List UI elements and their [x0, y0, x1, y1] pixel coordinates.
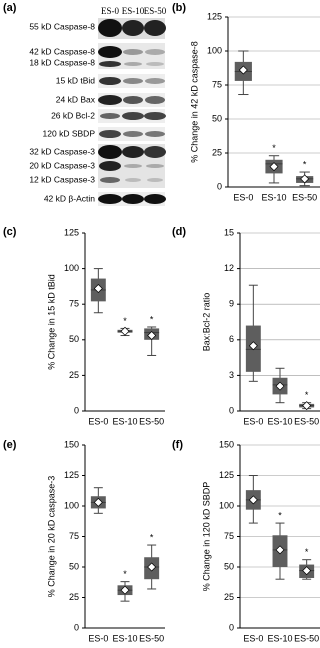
- band-label: 15 kD tBid: [56, 75, 95, 85]
- y-tick-label: 25: [69, 370, 79, 380]
- x-tick-label: ES-0: [88, 633, 108, 643]
- y-tick-label: 0: [229, 622, 234, 632]
- y-tick-label: 0: [74, 405, 79, 415]
- y-tick-label: 75: [69, 299, 79, 309]
- band-label: 32 kD Caspase-3: [29, 146, 95, 156]
- x-tick-label: ES-0: [88, 416, 108, 426]
- band-label: 120 kD SBDP: [43, 128, 96, 138]
- lane-label: ES-50: [144, 6, 167, 16]
- significance-mark: *: [272, 143, 276, 153]
- panel-label: (e): [3, 439, 17, 451]
- x-tick-label: ES-0: [243, 633, 263, 643]
- y-tick-label: 75: [224, 531, 234, 541]
- x-tick-label: ES-10: [267, 416, 292, 426]
- figure: (a) ES-0 ES-10 ES-50 55 kD Caspase-8 42 k…: [0, 0, 320, 648]
- y-tick-label: 150: [64, 439, 79, 449]
- y-tick-label: 25: [69, 592, 79, 602]
- x-tick-label: ES-50: [139, 633, 164, 643]
- y-axis-label: % Change in 15 kD tBid: [46, 274, 56, 370]
- y-axis-label: % Change in 120 kD SBDP: [201, 482, 211, 592]
- x-tick-label: ES-50: [294, 633, 319, 643]
- significance-mark: *: [305, 390, 309, 400]
- y-tick-label: 15: [224, 227, 234, 237]
- panel-label: (d): [172, 226, 186, 238]
- y-tick-label: 100: [64, 500, 79, 510]
- x-tick-label: ES-50: [292, 192, 317, 202]
- significance-mark: *: [123, 569, 127, 579]
- lane-label: ES-0: [101, 6, 120, 16]
- y-axis-label: % Change in 42 kD caspase-8: [189, 41, 199, 163]
- band-label: 26 kD Bcl-2: [51, 110, 95, 120]
- band-label: 42 kD β-Actin: [44, 193, 95, 203]
- y-tick-label: 150: [219, 439, 234, 449]
- x-tick-label: ES-10: [112, 633, 137, 643]
- y-tick-label: 50: [224, 561, 234, 571]
- y-tick-label: 12: [224, 263, 234, 273]
- y-tick-label: 75: [212, 79, 222, 89]
- band-label: 20 kD Caspase-3: [29, 160, 95, 170]
- significance-mark: *: [303, 159, 307, 169]
- x-tick-label: ES-0: [233, 192, 253, 202]
- x-tick-label: ES-10: [112, 416, 137, 426]
- y-tick-label: 125: [64, 227, 79, 237]
- significance-mark: *: [305, 547, 309, 557]
- x-tick-label: ES-0: [243, 416, 263, 426]
- x-tick-label: ES-50: [294, 416, 319, 426]
- y-axis-label: Bax:Bcl-2 ratio: [201, 293, 211, 352]
- blot: [98, 18, 166, 206]
- band-label: 12 kD Caspase-3: [29, 174, 95, 184]
- y-tick-label: 100: [219, 500, 234, 510]
- y-tick-label: 0: [217, 181, 222, 191]
- y-tick-label: 6: [229, 334, 234, 344]
- x-tick-label: ES-10: [267, 633, 292, 643]
- y-tick-label: 125: [64, 470, 79, 480]
- y-tick-label: 50: [69, 561, 79, 571]
- panel-label: (c): [3, 226, 17, 238]
- panel-label: (a): [3, 2, 17, 14]
- y-tick-label: 125: [207, 11, 222, 21]
- significance-mark: *: [150, 532, 154, 542]
- y-tick-label: 125: [219, 470, 234, 480]
- x-tick-label: ES-10: [261, 192, 286, 202]
- band-label: 42 kD Caspase-8: [29, 46, 95, 56]
- y-tick-label: 25: [224, 592, 234, 602]
- x-tick-label: ES-50: [139, 416, 164, 426]
- lane-label: ES-10: [122, 6, 145, 16]
- y-tick-label: 0: [229, 405, 234, 415]
- significance-mark: *: [150, 314, 154, 324]
- y-tick-label: 75: [69, 531, 79, 541]
- band-label: 18 kD Caspase-8: [29, 57, 95, 67]
- y-tick-label: 3: [229, 370, 234, 380]
- band-label: 24 kD Bax: [56, 94, 96, 104]
- band-label: 55 kD Caspase-8: [29, 21, 95, 31]
- y-tick-label: 25: [212, 147, 222, 157]
- y-tick-label: 50: [69, 334, 79, 344]
- y-tick-label: 50: [212, 113, 222, 123]
- panel-label: (b): [172, 2, 186, 14]
- significance-mark: *: [278, 510, 282, 520]
- panel-label: (f): [172, 439, 183, 451]
- y-tick-label: 0: [74, 622, 79, 632]
- y-tick-label: 100: [207, 45, 222, 55]
- y-axis-label: % Change in 20 kD caspase-3: [46, 476, 56, 598]
- significance-mark: *: [123, 316, 127, 326]
- y-tick-label: 100: [64, 263, 79, 273]
- y-tick-label: 9: [229, 299, 234, 309]
